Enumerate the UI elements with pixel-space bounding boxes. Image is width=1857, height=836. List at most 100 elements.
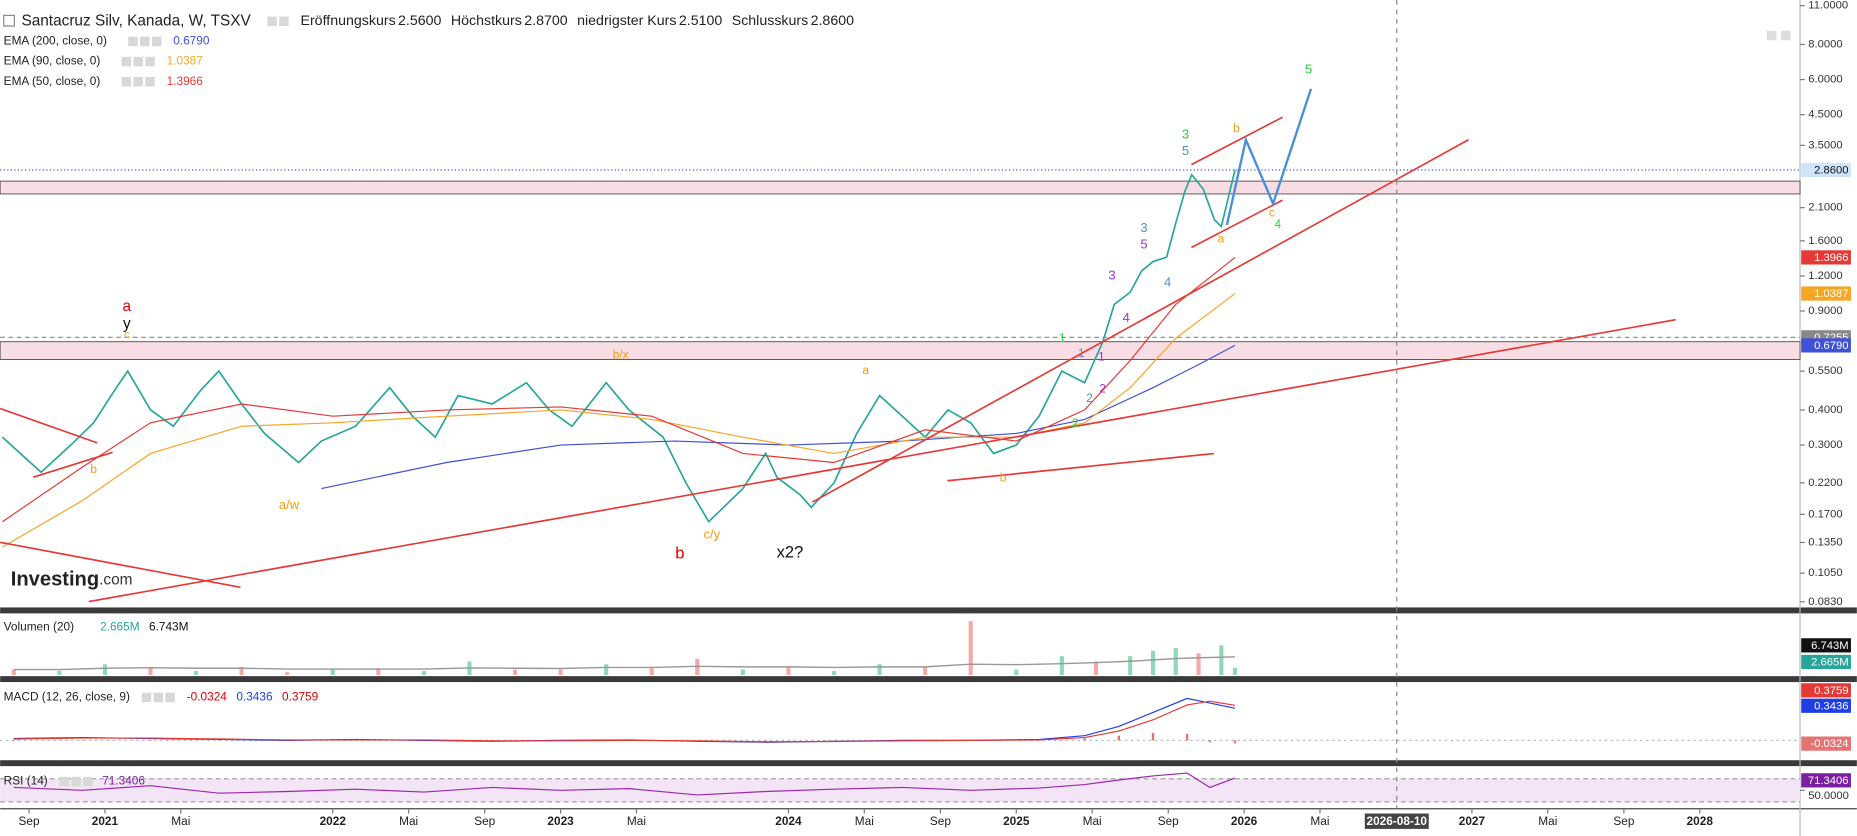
legend-name: MACD (12, 26, close, 9) (4, 690, 130, 704)
wave-label: 3 (1108, 267, 1115, 282)
volume-bar (1173, 648, 1178, 675)
axis-value-label: 1.0387 (1814, 288, 1848, 300)
panel-separator (0, 760, 1857, 767)
volume-bar (877, 664, 882, 675)
projection-path (1225, 88, 1313, 226)
wave-label: a (1218, 231, 1225, 245)
macd-histogram-bar (1208, 740, 1212, 743)
x-tick-label: 2028 (1687, 814, 1714, 828)
volume-bar (57, 670, 62, 675)
ema-line (2, 256, 1236, 523)
y-tick-label: 0.1350 (1808, 536, 1842, 548)
wave-label: c (1269, 205, 1275, 219)
volume-bar (194, 670, 199, 675)
collapse-icon (3, 14, 15, 27)
volume-bar (740, 669, 745, 675)
legend-name: EMA (90, close, 0) (4, 54, 101, 68)
legend-value: 0.3436 (236, 690, 273, 704)
legend-icon (71, 776, 81, 787)
axis-value-box (1801, 736, 1851, 751)
volume-bar (831, 670, 837, 675)
ohlc-value: 2.8600 (811, 13, 855, 29)
x-tick-label: 2026 (1231, 814, 1258, 828)
macd-histogram-bar (1117, 735, 1120, 741)
trend-line (947, 452, 1214, 482)
legend-icon (153, 692, 164, 703)
trend-line (33, 451, 113, 478)
axis-value-label: 0.3759 (1814, 685, 1848, 697)
axis-value-label: -0.0324 (1810, 738, 1848, 750)
volume-bar (1196, 653, 1201, 675)
wave-label: a (123, 298, 132, 315)
price-line (1, 169, 1236, 524)
y-tick-label: 50.0000 (1808, 790, 1849, 802)
x-tick-label: Sep (19, 814, 40, 828)
wave-label: b (675, 544, 684, 563)
x-tick-label: 2021 (92, 814, 119, 828)
y-tick-label: 0.5500 (1808, 365, 1842, 377)
volume-bar (376, 668, 381, 675)
macd-line (13, 700, 1236, 743)
volume-bar (604, 664, 609, 675)
trend-lines (0, 116, 1676, 603)
wave-label: 4 (1164, 274, 1171, 289)
legend-value: -0.0324 (187, 690, 228, 704)
axis-value-box (1801, 162, 1851, 178)
wave-label: 3 (1182, 126, 1189, 141)
legend-icon (145, 76, 155, 87)
panel-separator (0, 607, 1857, 614)
volume-bar (1150, 650, 1156, 675)
volume-bar (923, 666, 928, 675)
wave-label: 3 (1140, 220, 1147, 235)
wave-label: 4 (1275, 217, 1282, 231)
wave-label: a/w (279, 497, 300, 512)
volume-bar (649, 668, 654, 675)
wave-label: a (862, 363, 869, 377)
legend-icon (140, 36, 150, 47)
y-tick-label: 0.1700 (1808, 508, 1842, 520)
volume-bar (786, 666, 791, 675)
ohlc-value: 2.8700 (524, 13, 568, 29)
trend-line (88, 318, 1676, 603)
legend-icon (141, 692, 152, 703)
legend-icon (267, 16, 277, 27)
legend-name: EMA (50, close, 0) (4, 74, 101, 88)
volume-bar (1014, 669, 1019, 675)
toolbar-icon[interactable] (1766, 30, 1777, 41)
legend-icon (151, 36, 162, 47)
x-tick-label: 2022 (320, 814, 347, 828)
wave-label: 1 (1098, 350, 1105, 364)
legend-name: RSI (14) (4, 774, 48, 788)
rsi-line (13, 772, 1236, 796)
ohlc-name: Eröffnungskurs (300, 13, 395, 29)
legend-icon (121, 56, 132, 67)
macd-histogram-bar (1083, 738, 1086, 741)
zones-layer (0, 180, 1801, 360)
x-tick-label: Sep (930, 814, 951, 828)
ema-line (2, 293, 1236, 548)
legend-value: 0.6790 (173, 34, 210, 48)
volume-bar (512, 669, 518, 675)
x-tick-label: Mai (399, 814, 418, 828)
axis-value-label: 1.3966 (1814, 252, 1848, 264)
ohlc-name: Schlusskurs (732, 13, 808, 29)
axis-value-label: 2.8600 (1814, 165, 1848, 177)
y-tick-label: 0.4000 (1808, 404, 1842, 416)
plot-layer (0, 169, 1801, 803)
y-tick-label: 3.5000 (1808, 139, 1842, 151)
y-tick-label: 0.1050 (1808, 567, 1842, 579)
legend-value: 0.3759 (282, 690, 319, 704)
wave-label: b (90, 462, 97, 476)
y-tick-label: 0.9000 (1808, 305, 1842, 317)
x-tick-label: 2027 (1459, 814, 1486, 828)
ohlc-name: niedrigster Kurs (577, 13, 676, 29)
y-tick-label: 1.6000 (1808, 235, 1842, 247)
x-tick-label: Mai (171, 814, 190, 828)
volume-bar (1059, 656, 1064, 675)
legend-icon (121, 76, 132, 87)
wave-label: 5 (1182, 143, 1189, 158)
axis-value-box (1801, 654, 1851, 670)
volume-bar (239, 666, 244, 675)
toolbar-icon[interactable] (1781, 30, 1791, 41)
